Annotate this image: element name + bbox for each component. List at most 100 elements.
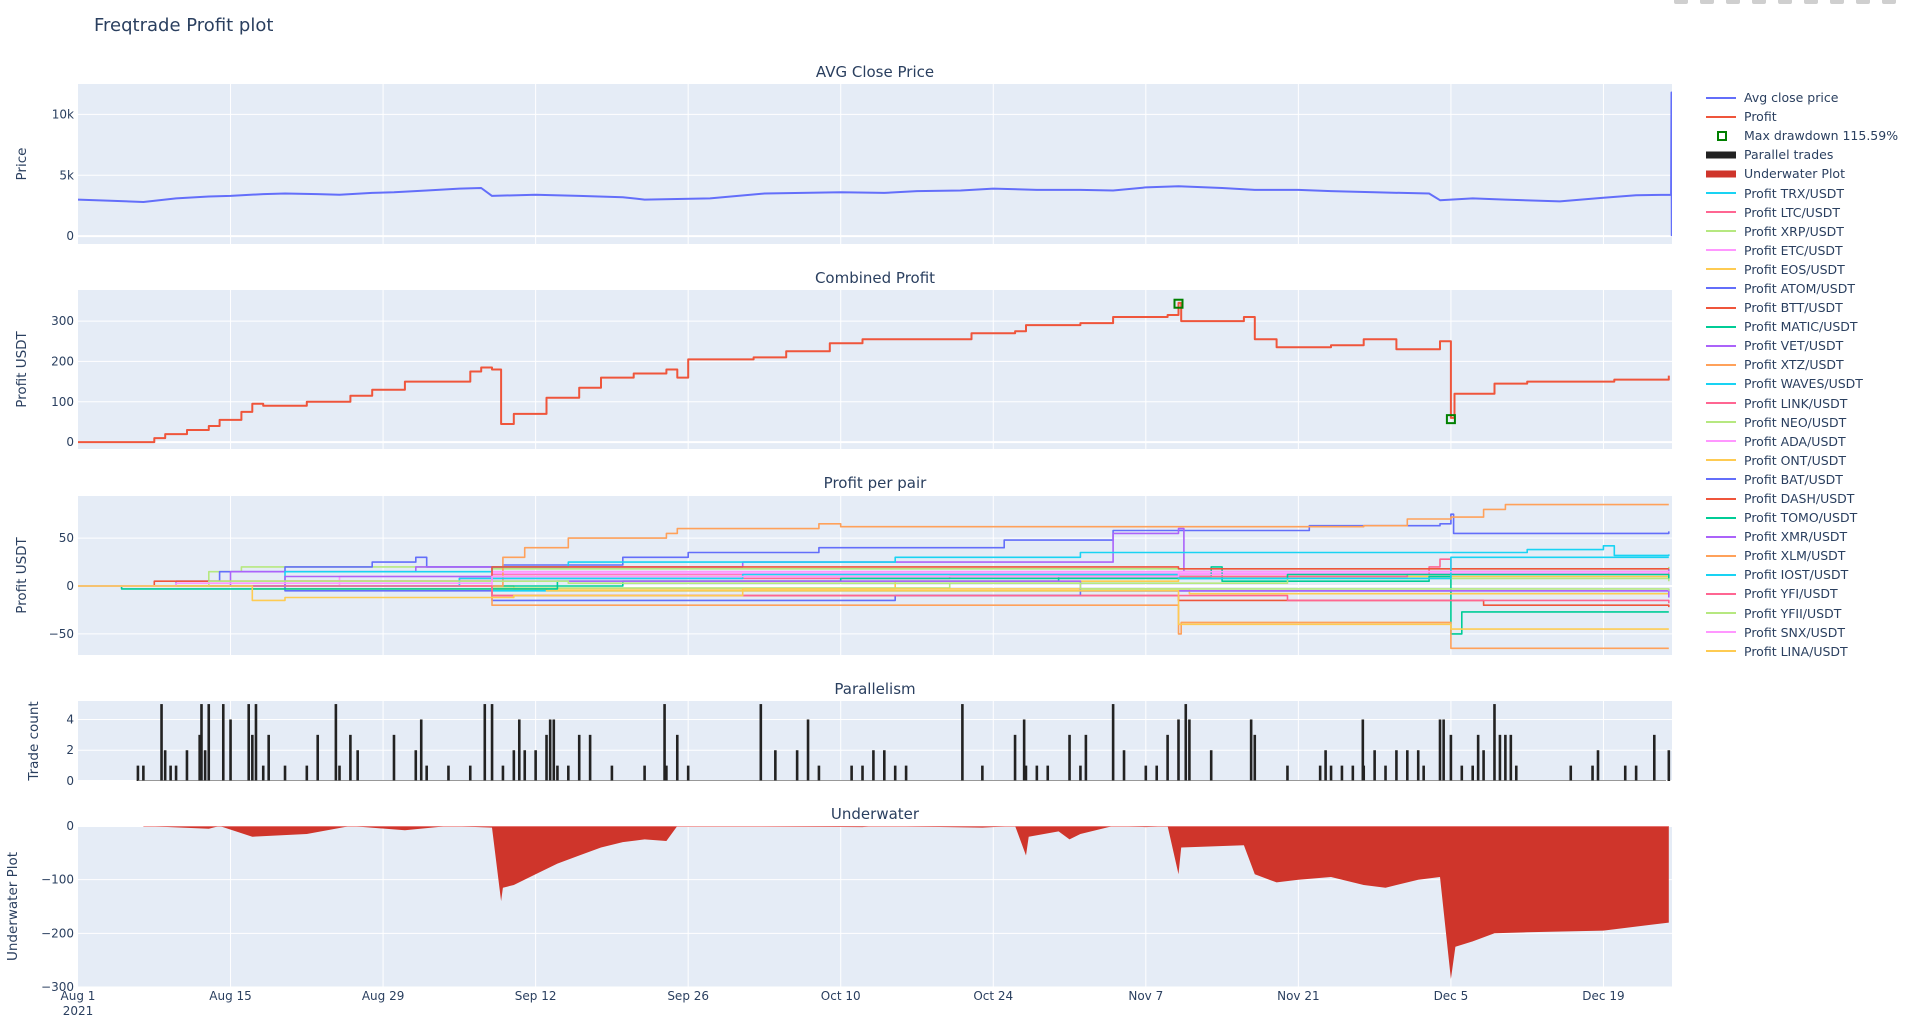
parallel-trades-bar[interactable]	[534, 750, 537, 781]
legend-item[interactable]: Profit LINA/USDT	[1706, 642, 1898, 661]
parallel-trades-bar[interactable]	[1667, 750, 1671, 781]
legend-item[interactable]: Parallel trades	[1706, 145, 1898, 164]
parallel-trades-bar[interactable]	[1498, 734, 1502, 781]
legend-item[interactable]: Profit VET/USDT	[1706, 336, 1898, 355]
legend-item[interactable]: Profit XMR/USDT	[1706, 527, 1898, 546]
zoom-icon[interactable]	[1700, 0, 1714, 4]
parallel-trades-bar[interactable]	[1634, 765, 1638, 781]
parallel-trades-bar[interactable]	[517, 719, 521, 781]
parallel-trades-bar[interactable]	[1013, 734, 1017, 781]
parallel-trades-bar[interactable]	[1068, 734, 1071, 781]
parallel-trades-bar[interactable]	[392, 734, 396, 781]
legend-item[interactable]: Profit TRX/USDT	[1706, 183, 1898, 202]
legend-item[interactable]: Profit ETC/USDT	[1706, 241, 1898, 260]
autoscale-icon[interactable]	[1830, 0, 1844, 4]
parallel-trades-bar[interactable]	[1249, 719, 1253, 781]
parallel-trades-bar[interactable]	[468, 765, 472, 781]
parallel-trades-bar[interactable]	[283, 765, 287, 781]
parallel-trades-bar[interactable]	[163, 750, 167, 781]
legend-item[interactable]: Profit ATOM/USDT	[1706, 279, 1898, 298]
parallel-trades-bar[interactable]	[1514, 765, 1518, 781]
parallel-trades-bar[interactable]	[686, 765, 690, 781]
series-profit-snx-usdt[interactable]	[78, 570, 1670, 587]
parallel-trades-bar[interactable]	[247, 704, 251, 781]
zoom-in-icon[interactable]	[1778, 0, 1792, 4]
parallel-trades-bar[interactable]	[203, 750, 207, 781]
parallel-trades-bar[interactable]	[174, 765, 178, 781]
plot-area[interactable]	[78, 496, 1672, 655]
parallel-trades-bar[interactable]	[610, 765, 614, 781]
parallel-trades-bar[interactable]	[1623, 765, 1627, 781]
parallel-trades-bar[interactable]	[169, 765, 172, 781]
parallel-trades-bar[interactable]	[1476, 734, 1480, 781]
plot-area[interactable]	[78, 84, 1672, 244]
parallel-trades-bar[interactable]	[1442, 719, 1445, 781]
parallel-trades-bar[interactable]	[1351, 765, 1355, 781]
parallel-trades-bar[interactable]	[483, 704, 487, 781]
parallel-trades-bar[interactable]	[1482, 750, 1485, 781]
parallel-trades-bar[interactable]	[1329, 765, 1333, 781]
legend-item[interactable]: Profit XRP/USDT	[1706, 222, 1898, 241]
parallel-trades-bar[interactable]	[1569, 765, 1573, 781]
parallel-trades-bar[interactable]	[447, 765, 450, 781]
parallel-trades-bar[interactable]	[1144, 765, 1148, 781]
legend-item[interactable]: Profit XTZ/USDT	[1706, 355, 1898, 374]
legend-item[interactable]: Avg close price	[1706, 88, 1898, 107]
parallel-trades-bar[interactable]	[588, 734, 592, 781]
parallel-trades-bar[interactable]	[523, 750, 527, 781]
reset-axes-icon[interactable]	[1856, 0, 1870, 4]
parallel-trades-bar[interactable]	[1361, 719, 1365, 781]
plot-modebar[interactable]	[1674, 0, 1896, 4]
parallel-trades-bar[interactable]	[872, 750, 875, 781]
parallel-trades-bar[interactable]	[1504, 734, 1507, 781]
parallel-trades-bar[interactable]	[643, 765, 646, 781]
series-profit-lina-usdt[interactable]	[78, 585, 1669, 630]
parallel-trades-bar[interactable]	[305, 765, 309, 781]
parallel-trades-bar[interactable]	[136, 765, 140, 781]
legend[interactable]: Avg close price Profit Max drawdown 115.59…	[1706, 88, 1898, 661]
legend-item[interactable]: Profit LTC/USDT	[1706, 203, 1898, 222]
legend-item[interactable]: Profit BTT/USDT	[1706, 298, 1898, 317]
parallel-trades-bar[interactable]	[556, 765, 559, 781]
legend-item[interactable]: Profit WAVES/USDT	[1706, 374, 1898, 393]
pan-icon[interactable]	[1726, 0, 1740, 4]
parallel-trades-bar[interactable]	[1022, 719, 1026, 781]
parallel-trades-bar[interactable]	[961, 704, 964, 781]
parallel-trades-bar[interactable]	[795, 750, 799, 781]
parallel-trades-bar[interactable]	[883, 750, 886, 781]
parallel-trades-bar[interactable]	[1384, 765, 1387, 781]
parallel-trades-bar[interactable]	[1166, 734, 1169, 781]
series-profit-yfii-usdt[interactable]	[78, 580, 1670, 591]
parallel-trades-bar[interactable]	[1177, 719, 1180, 781]
parallel-trades-bar[interactable]	[1253, 734, 1257, 781]
parallel-trades-bar[interactable]	[1460, 765, 1464, 781]
parallel-trades-bar[interactable]	[142, 765, 145, 781]
parallel-trades-bar[interactable]	[414, 750, 418, 781]
series-profit-yfi-usdt[interactable]	[78, 585, 1670, 604]
parallel-trades-bar[interactable]	[419, 719, 423, 781]
parallel-trades-bar[interactable]	[1395, 750, 1398, 781]
parallel-trades-bar[interactable]	[552, 719, 556, 781]
legend-item[interactable]: Profit EOS/USDT	[1706, 260, 1898, 279]
max-drawdown-marker[interactable]	[1445, 414, 1456, 425]
parallel-trades-bar[interactable]	[1416, 750, 1420, 781]
parallel-trades-bar[interactable]	[1188, 719, 1191, 781]
subplot-underwater[interactable]: −300 −200 −100 0 Underwater Underwater Plot Au…	[5, 805, 1672, 1018]
parallel-trades-bar[interactable]	[1406, 750, 1409, 781]
parallel-trades-bar[interactable]	[1509, 734, 1513, 781]
parallel-trades-bar[interactable]	[185, 750, 189, 781]
parallel-trades-bar[interactable]	[229, 719, 232, 781]
legend-item[interactable]: Underwater Plot	[1706, 164, 1898, 183]
parallel-trades-bar[interactable]	[1471, 765, 1474, 781]
series-profit[interactable]	[78, 301, 1670, 444]
parallel-trades-bar[interactable]	[545, 734, 548, 781]
parallel-trades-bar[interactable]	[663, 704, 666, 781]
parallel-trades-bar[interactable]	[850, 765, 853, 781]
legend-item[interactable]: Profit TOMO/USDT	[1706, 508, 1898, 527]
parallel-trades-bar[interactable]	[1084, 734, 1088, 781]
parallel-trades-bar[interactable]	[774, 750, 777, 781]
parallel-trades-bar[interactable]	[1422, 765, 1425, 781]
parallel-trades-bar[interactable]	[548, 719, 552, 781]
parallel-trades-bar[interactable]	[1340, 765, 1344, 781]
legend-item[interactable]: Max drawdown 115.59%	[1706, 126, 1898, 145]
